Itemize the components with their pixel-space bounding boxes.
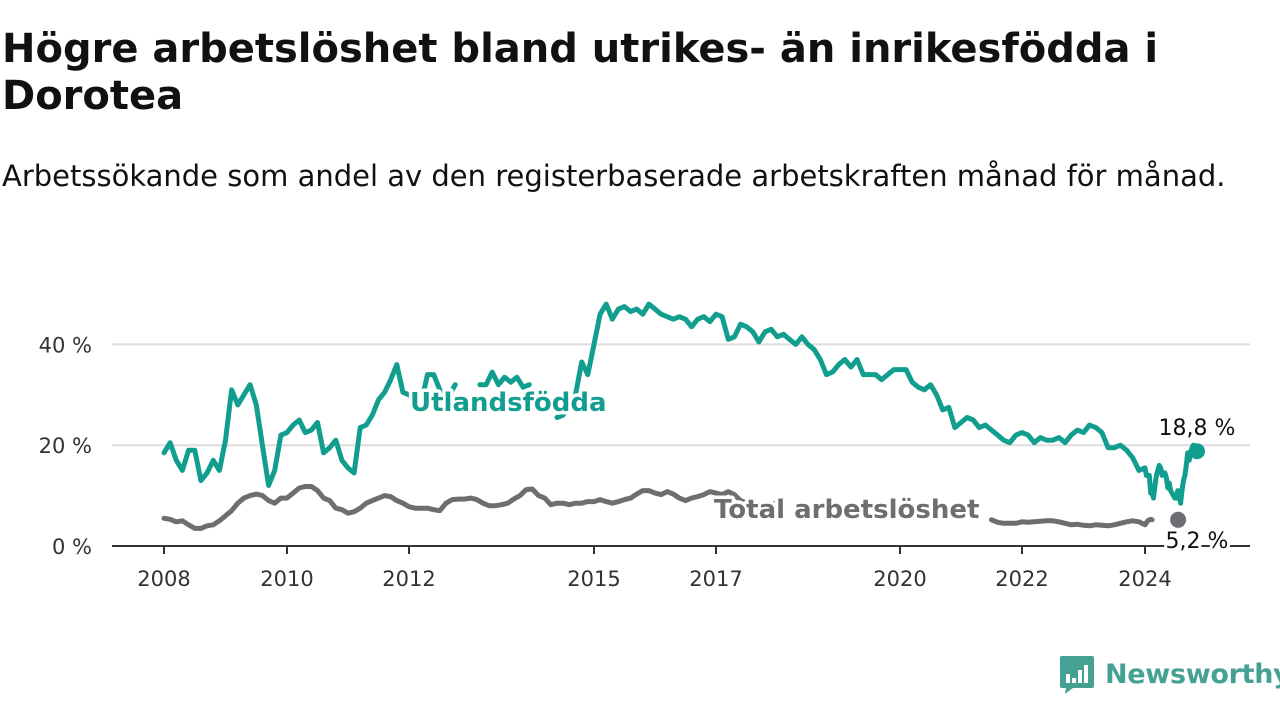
- series-line-utlandsfodda: [554, 301, 1200, 506]
- series-line-utlandsfodda: [161, 362, 458, 488]
- x-tick-label: 2024: [1118, 567, 1171, 591]
- x-tick-label: 2022: [995, 567, 1048, 591]
- chart-title: Högre arbetslöshet bland utrikes- än inr…: [2, 26, 1159, 119]
- x-tick-label: 2015: [567, 567, 620, 591]
- x-tick-label: 2010: [260, 567, 313, 591]
- y-tick-label: 40 %: [39, 333, 92, 357]
- series-line-total: [161, 484, 786, 531]
- end-point-total: [1170, 511, 1187, 528]
- x-tick-label: 2020: [873, 567, 926, 591]
- newsworthy-logo-icon: [1060, 656, 1094, 694]
- x-tick-label: 2012: [382, 567, 435, 591]
- x-tick-label: 2017: [689, 567, 742, 591]
- newsworthy-logo: Newsworthy: [1059, 654, 1280, 694]
- y-tick-label: 20 %: [39, 434, 92, 458]
- x-tick-label: 2008: [137, 567, 190, 591]
- series-line-utlandsfodda: [477, 369, 532, 390]
- series-label-utlandsfodda: Utlandsfödda: [410, 388, 607, 418]
- y-tick-label: 0 %: [52, 535, 92, 559]
- series-label-total: Total arbetslöshet: [714, 495, 979, 525]
- end-value-total: 5,2 %: [1166, 529, 1229, 554]
- end-value-utlandsfodda: 18,8 %: [1159, 416, 1236, 441]
- brand-name: Newsworthy: [1105, 658, 1280, 690]
- end-point-utlandsfodda: [1189, 443, 1205, 460]
- chart-subtitle: Arbetssökande som andel av den registerb…: [2, 159, 1226, 193]
- series-line-total: [989, 516, 1155, 529]
